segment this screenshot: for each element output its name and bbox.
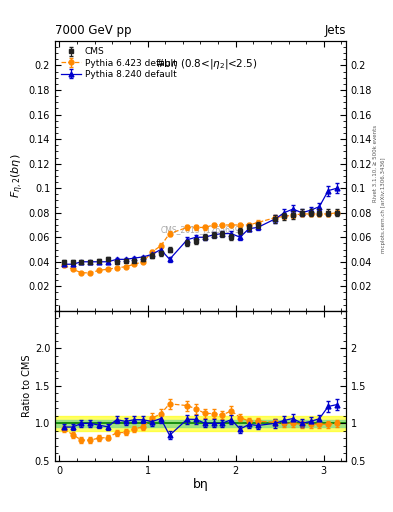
Y-axis label: Ratio to CMS: Ratio to CMS	[22, 355, 32, 417]
Text: mcplots.cern.ch [arXiv:1306.3436]: mcplots.cern.ch [arXiv:1306.3436]	[381, 157, 386, 252]
Bar	[55, 416, 346, 431]
Text: Rivet 3.1.10, ≥ 500k events: Rivet 3.1.10, ≥ 500k events	[373, 125, 378, 202]
Legend: CMS, Pythia 6.423 default, Pythia 8.240 default: CMS, Pythia 6.423 default, Pythia 8.240 …	[59, 46, 178, 80]
X-axis label: bη: bη	[193, 478, 208, 492]
Text: #b$\eta$ (0.8<|$\eta_2$|<2.5): #b$\eta$ (0.8<|$\eta_2$|<2.5)	[155, 57, 257, 71]
Text: 7000 GeV pp: 7000 GeV pp	[55, 24, 132, 37]
Text: CMS_2013_I1265659: CMS_2013_I1265659	[161, 225, 240, 234]
Bar	[55, 419, 346, 427]
Text: Jets: Jets	[324, 24, 346, 37]
Y-axis label: $F_{\eta,2}(b\eta)$: $F_{\eta,2}(b\eta)$	[9, 154, 26, 198]
